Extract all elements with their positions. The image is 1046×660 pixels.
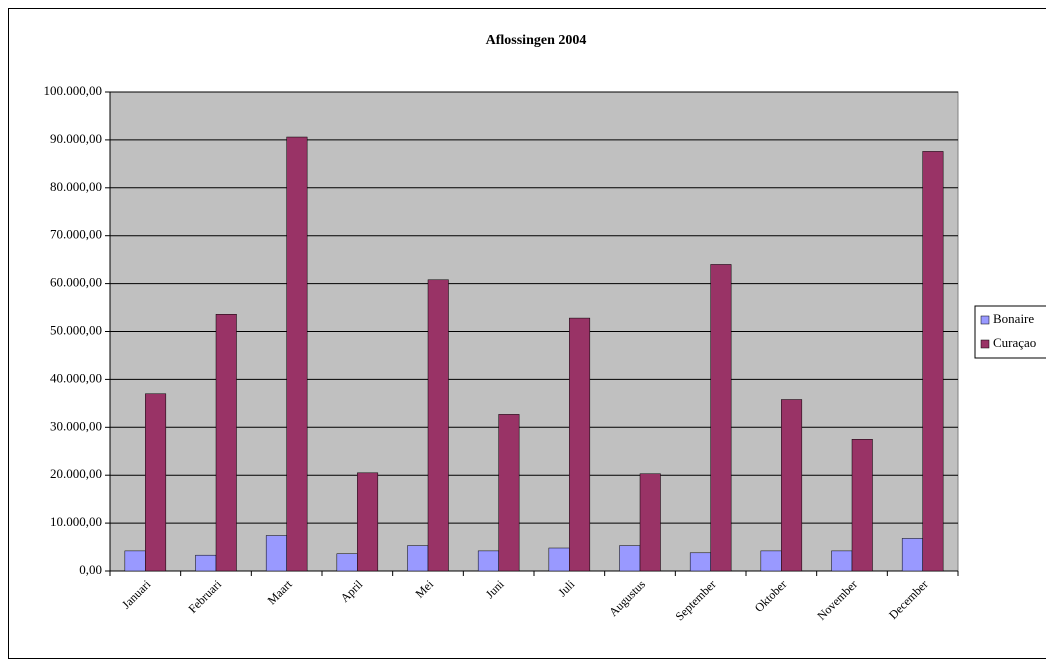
bar bbox=[781, 399, 803, 572]
bar bbox=[145, 393, 167, 572]
legend-box bbox=[974, 305, 1046, 359]
y-tick-label: 10.000,00 bbox=[50, 514, 102, 529]
bar bbox=[336, 553, 358, 572]
legend-label: Bonaire bbox=[993, 311, 1034, 326]
bar bbox=[760, 550, 782, 572]
bar bbox=[498, 414, 520, 572]
bar bbox=[901, 538, 923, 572]
y-tick-label: 20.000,00 bbox=[50, 466, 102, 481]
bar bbox=[710, 264, 732, 572]
bar bbox=[569, 317, 591, 572]
bar bbox=[851, 439, 873, 572]
bar bbox=[477, 550, 499, 572]
y-tick-label: 80.000,00 bbox=[50, 179, 102, 194]
bar bbox=[407, 545, 429, 572]
legend-label: Curaçao bbox=[993, 335, 1036, 350]
bar bbox=[195, 554, 217, 572]
bar bbox=[548, 547, 570, 572]
y-tick-label: 50.000,00 bbox=[50, 322, 102, 337]
bar bbox=[639, 473, 661, 572]
legend-swatch bbox=[980, 339, 990, 349]
y-tick-label: 40.000,00 bbox=[50, 370, 102, 385]
bar bbox=[831, 550, 853, 572]
bar bbox=[265, 535, 287, 572]
bar bbox=[427, 279, 449, 572]
bar bbox=[922, 151, 944, 572]
bar bbox=[286, 136, 308, 572]
y-tick-label: 100.000,00 bbox=[44, 83, 103, 98]
y-tick-label: 60.000,00 bbox=[50, 275, 102, 290]
legend-swatch bbox=[980, 315, 990, 325]
bar bbox=[689, 552, 711, 572]
bar bbox=[619, 545, 641, 572]
bar bbox=[124, 550, 146, 572]
bar bbox=[357, 472, 379, 572]
y-tick-label: 70.000,00 bbox=[50, 227, 102, 242]
y-tick-label: 90.000,00 bbox=[50, 131, 102, 146]
y-tick-label: 30.000,00 bbox=[50, 418, 102, 433]
bar bbox=[215, 314, 237, 572]
chart-title: Aflossingen 2004 bbox=[486, 33, 587, 48]
y-tick-label: 0,00 bbox=[79, 562, 102, 577]
